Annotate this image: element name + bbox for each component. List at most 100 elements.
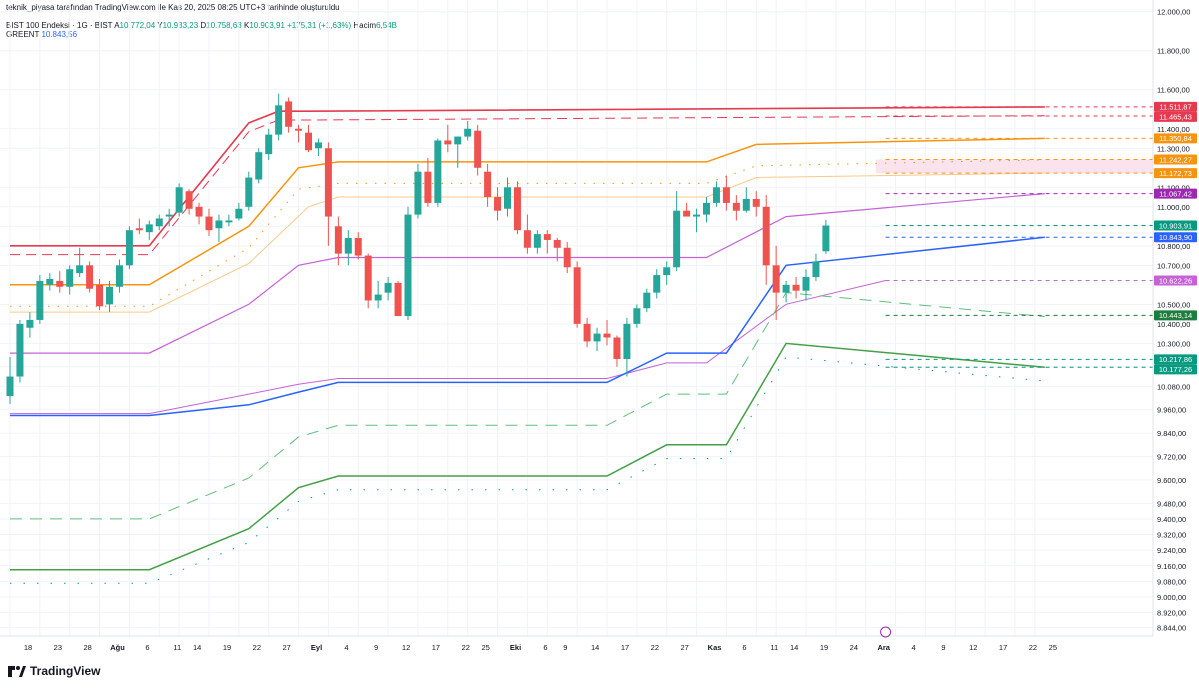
candle-body[interactable] [46, 278, 54, 285]
candle-body[interactable] [16, 323, 24, 377]
candle-body[interactable] [354, 238, 362, 256]
candle-body[interactable] [86, 265, 94, 289]
candle-body[interactable] [56, 280, 64, 287]
candle-body[interactable] [285, 101, 293, 127]
candle-body[interactable] [792, 284, 800, 291]
candle-body[interactable] [364, 255, 372, 301]
candle-body[interactable] [215, 220, 223, 229]
candle-body[interactable] [434, 140, 442, 203]
candle-body[interactable] [772, 265, 780, 293]
candle-body[interactable] [374, 294, 382, 301]
candle-body[interactable] [782, 284, 790, 293]
candle-body[interactable] [384, 282, 392, 293]
indicator-name[interactable]: GREENT [6, 30, 40, 39]
candle-body[interactable] [404, 214, 412, 317]
candle-body[interactable] [504, 187, 511, 209]
candle-body[interactable] [752, 198, 760, 207]
candle-body[interactable] [573, 267, 581, 324]
price-label-text: 10.177,26 [1159, 365, 1192, 374]
candle-body[interactable] [265, 134, 273, 155]
price-label-badge [1154, 188, 1197, 199]
candle-body[interactable] [484, 171, 492, 198]
candle-body[interactable] [185, 191, 193, 209]
candle-body[interactable] [36, 280, 44, 320]
candle-body[interactable] [295, 128, 303, 131]
candle-body[interactable] [623, 323, 631, 359]
symbol-label[interactable]: BIST 100 Endeksi · 1G · BIST [6, 21, 113, 30]
candle-body[interactable] [523, 230, 531, 248]
candle-body[interactable] [683, 210, 691, 217]
candle-body[interactable] [464, 128, 472, 137]
candle-body[interactable] [324, 148, 332, 217]
candle-body[interactable] [115, 265, 123, 287]
candle-body[interactable] [603, 333, 611, 338]
candle-body[interactable] [653, 275, 661, 293]
candle-body[interactable] [494, 197, 502, 211]
candle-body[interactable] [96, 284, 104, 307]
candle-body[interactable] [762, 206, 770, 266]
candle-body[interactable] [663, 267, 671, 276]
candle-body[interactable] [802, 277, 810, 291]
candle-body[interactable] [613, 337, 621, 359]
event-flash-icon[interactable] [880, 626, 892, 638]
candle-body[interactable] [106, 286, 113, 305]
candle-body[interactable] [275, 105, 283, 135]
candle-body[interactable] [195, 206, 203, 217]
candle-body[interactable] [444, 140, 452, 145]
candle-body[interactable] [593, 333, 601, 342]
candle-body[interactable] [822, 225, 830, 252]
candle-body[interactable] [474, 130, 482, 168]
candle-body[interactable] [722, 187, 730, 203]
ohlc-key: K [243, 21, 250, 30]
candle-body[interactable] [314, 142, 322, 149]
tradingview-logo[interactable]: TradingView [8, 664, 100, 678]
candle-body[interactable] [673, 210, 681, 268]
x-tick-label: 4 [911, 643, 915, 652]
candle-body[interactable] [26, 319, 34, 328]
candle-body[interactable] [165, 214, 173, 217]
candle-body[interactable] [414, 171, 422, 215]
x-tick-label: 6 [543, 643, 547, 652]
candle-body[interactable] [235, 208, 243, 219]
candle-body[interactable] [205, 216, 213, 231]
candle-body[interactable] [693, 214, 701, 217]
candle-body[interactable] [454, 136, 462, 145]
candle-body[interactable] [583, 323, 591, 342]
candle-body[interactable] [533, 234, 541, 248]
candle-body[interactable] [742, 198, 750, 211]
candle-body[interactable] [145, 224, 153, 233]
candle-body[interactable] [6, 376, 14, 397]
candle-body[interactable] [812, 261, 820, 278]
candle-body[interactable] [703, 202, 710, 215]
candle-body[interactable] [155, 218, 163, 227]
candle-body[interactable] [732, 202, 740, 211]
x-tick-label: Kas [708, 643, 722, 652]
candle-body[interactable] [245, 177, 253, 207]
candle-body[interactable] [334, 226, 342, 254]
x-tick-label: 22 [253, 643, 261, 652]
candle-body[interactable] [513, 187, 521, 231]
candle-body[interactable] [175, 187, 183, 213]
candle-body[interactable] [225, 220, 233, 223]
candle-body[interactable] [424, 171, 432, 203]
candle-body[interactable] [543, 234, 551, 240]
candle-body[interactable] [255, 152, 263, 180]
candle-body[interactable] [712, 187, 720, 203]
candle-body[interactable] [305, 132, 312, 151]
y-tick-label: 9.600,00 [1157, 476, 1186, 485]
candle-body[interactable] [553, 239, 561, 248]
candle-body[interactable] [643, 292, 651, 309]
price-label-badge [1154, 310, 1197, 321]
candle-body[interactable] [344, 238, 352, 254]
x-tick-label: 17 [621, 643, 629, 652]
candle-body[interactable] [66, 269, 74, 287]
candle-body[interactable] [135, 228, 143, 231]
candle-body[interactable] [76, 265, 84, 274]
candle-body[interactable] [563, 247, 571, 268]
y-tick-label: 11.600,00 [1157, 86, 1190, 95]
y-tick-label: 11.000,00 [1157, 203, 1190, 212]
candle-body[interactable] [394, 282, 402, 317]
candle-body[interactable] [633, 308, 641, 324]
candle-body[interactable] [125, 230, 133, 266]
